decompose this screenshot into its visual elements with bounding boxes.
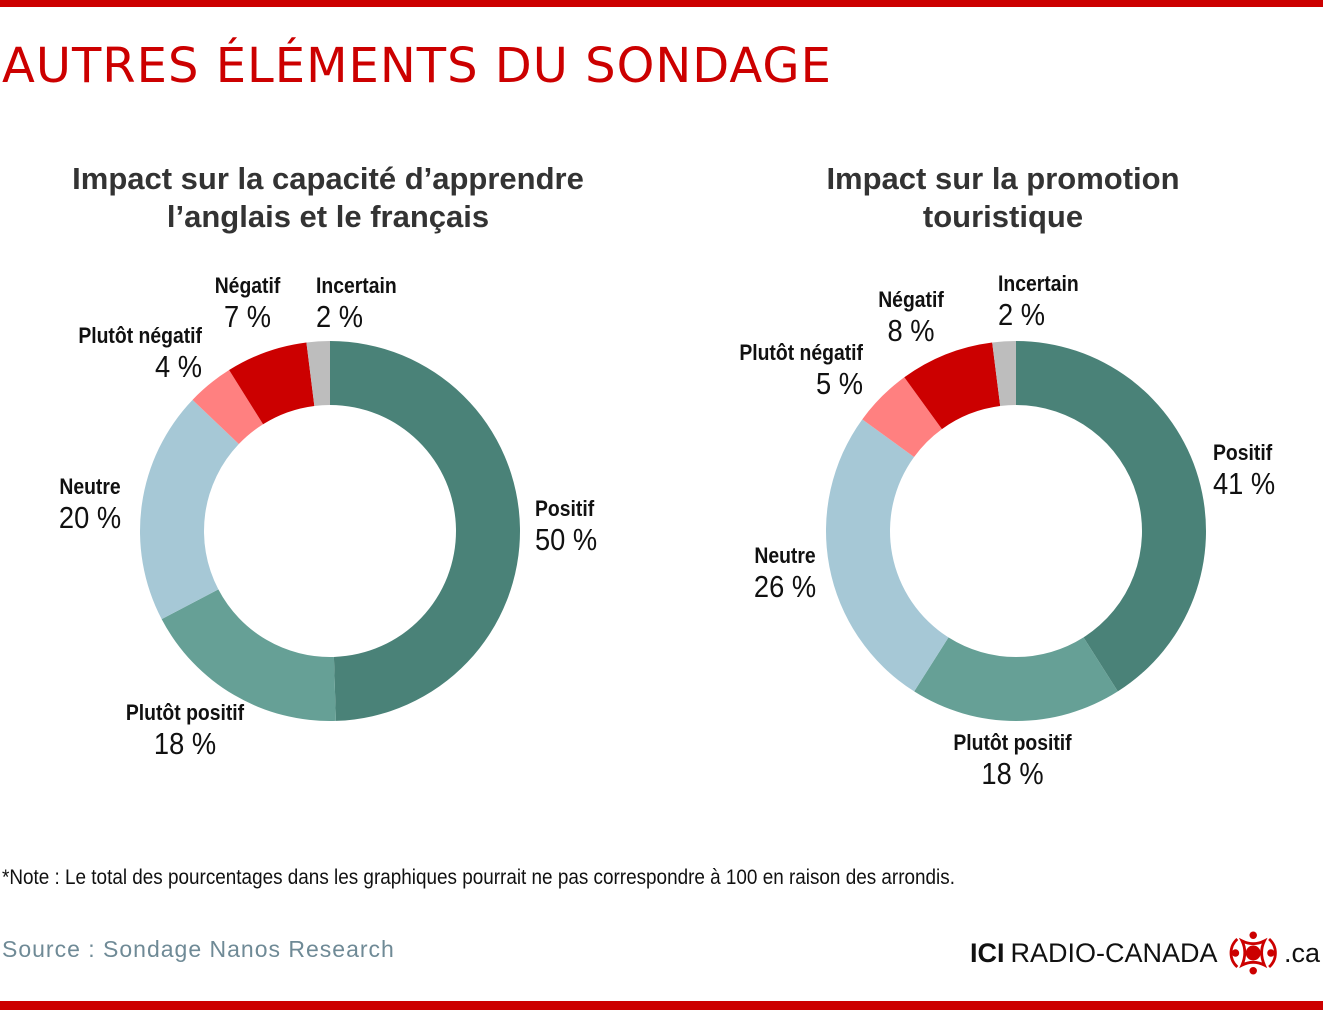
slice-label-plutot-negatif: Plutôt négatif 4 % [78,323,202,384]
slice-label-plutot-positif: Plutôt positif 18 % [125,700,245,761]
chart-title-line: touristique [922,199,1084,234]
slice-label-incertain: Incertain 2 % [998,271,1079,332]
slice-label-positif: Positif 41 % [1213,440,1276,501]
slice-label-plutot-negatif: Plutôt négatif 5 % [739,340,863,401]
slice-label-plutot-positif: Plutôt positif 18 % [953,730,1072,791]
donut-1 [139,341,521,721]
slice-label-negatif: Négatif 7 % [214,273,281,334]
chart-title-line: l’anglais et le français [166,199,490,234]
slice-label-negatif: Négatif 8 % [878,287,944,348]
donut-slice-neutre [826,419,949,692]
slice-label-neutre: Neutre 20 % [58,474,122,535]
brand-wordmark: ICI RADIO-CANADA [970,937,1218,968]
bottom-rule [0,1001,1323,1010]
slice-label-positif: Positif 50 % [535,496,598,557]
chart-title-language: Impact sur la capacité d’apprendre l’ang… [20,160,636,236]
donut-slice-positif [1016,341,1207,692]
donut-slice-negatif [229,342,315,425]
chart-title-line: Impact sur la capacité d’apprendre [72,161,584,196]
donut-slice-plutot-negatif [192,370,264,445]
donut-slice-plutot-positif [914,637,1118,721]
footnote: *Note : Le total des pourcentages dans l… [2,866,955,889]
donut-slice-positif [330,341,521,721]
donut-slice-plutot-positif [161,589,336,721]
brand-domain: .ca [1283,937,1320,968]
page-headline: AUTRES ÉLÉMENTS DU SONDAGE [2,38,832,94]
radio-canada-gem-icon [1229,931,1277,975]
chart-title-tourism: Impact sur la promotion touristique [713,160,1293,236]
donut-slice-incertain [992,341,1016,406]
slice-label-neutre: Neutre 26 % [753,543,817,604]
chart-title-line: Impact sur la promotion [826,161,1180,196]
slice-label-incertain: Incertain 2 % [316,273,397,334]
donut-slice-neutre [139,399,239,620]
donut-slice-plutot-negatif [862,377,942,457]
donut-slice-negatif [904,342,1001,430]
top-rule [0,0,1323,7]
donut-2 [826,341,1207,721]
source-credit: Source : Sondage Nanos Research [2,936,395,962]
brand-logo: ICI RADIO-CANADA .ca [970,930,1320,976]
donut-slice-incertain [306,341,330,406]
